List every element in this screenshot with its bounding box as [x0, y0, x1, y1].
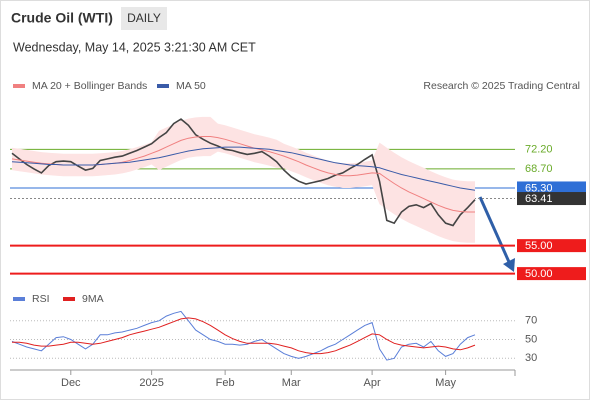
series-line	[11, 310, 476, 361]
level-label: 68.70	[525, 163, 553, 175]
forecast-arrow	[478, 196, 511, 263]
title: Crude Oil (WTI)	[11, 10, 113, 26]
interval: DAILY	[127, 11, 161, 25]
level-label: 72.20	[525, 143, 553, 155]
level-box	[517, 192, 586, 206]
copyright: Research © 2025 Trading Central	[423, 80, 580, 92]
y-tick-label: 50	[525, 333, 537, 345]
legend-label: RSI	[32, 293, 50, 305]
level-label: 63.41	[525, 193, 553, 205]
level-label: 65.30	[525, 182, 553, 194]
series-line	[11, 146, 476, 191]
arrow-head	[503, 258, 515, 272]
x-tick-label: Mar	[282, 377, 301, 389]
legend-label: 9MA	[82, 293, 104, 305]
x-tick-label: Dec	[61, 377, 81, 389]
level-label: 50.00	[525, 268, 553, 280]
series-line	[12, 317, 476, 355]
x-tick-label: Apr	[364, 377, 381, 389]
x-tick-label: Feb	[216, 377, 235, 389]
legend-label: MA 50	[176, 80, 206, 92]
bollinger-band	[12, 116, 475, 243]
y-tick-label: 70	[525, 315, 537, 327]
level-box	[517, 181, 586, 195]
timestamp: Wednesday, May 14, 2025 3:21:30 AM CET	[13, 40, 256, 54]
level-label: 55.00	[525, 240, 553, 252]
level-box	[517, 239, 586, 253]
y-tick-label: 30	[525, 352, 537, 364]
legend-label: MA 20 + Bollinger Bands	[32, 80, 147, 92]
x-tick-label: 2025	[139, 377, 163, 389]
series-line	[11, 118, 476, 227]
interval-box	[121, 7, 167, 30]
x-tick-label: May	[435, 377, 456, 389]
level-box	[517, 267, 586, 281]
